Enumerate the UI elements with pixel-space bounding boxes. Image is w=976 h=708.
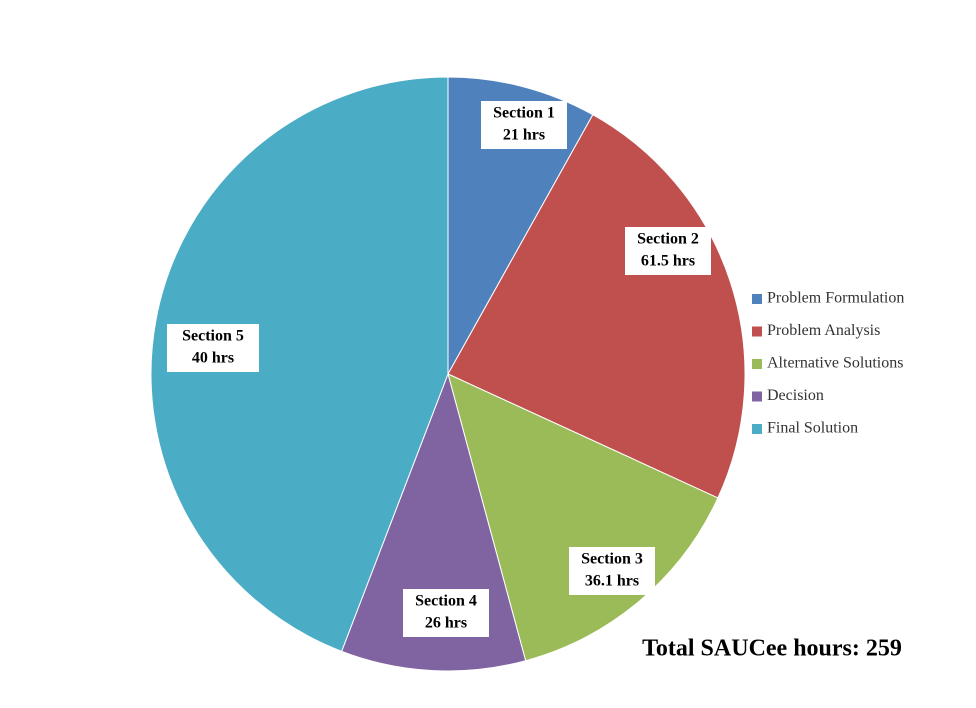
legend-label: Final Solution [767, 420, 858, 437]
slice-annotation: 36.1 hrs [585, 573, 639, 590]
slice-annotation: 26 hrs [425, 615, 467, 632]
slice-annotation: 61.5 hrs [641, 253, 695, 270]
legend-swatch [752, 424, 762, 434]
pie-slice [447, 114, 746, 499]
annotation-box [625, 227, 711, 275]
total-annotation: Total SAUCee hours: 259 [642, 636, 902, 662]
legend-swatch [752, 294, 762, 304]
slice-annotation: Section 5 [182, 328, 244, 345]
slice-annotation: Section 4 [415, 593, 477, 610]
legend-label: Alternative Solutions [767, 355, 903, 372]
slice-annotation: Section 2 [637, 231, 699, 248]
annotation-box [403, 589, 489, 637]
slice-annotation: 21 hrs [503, 127, 545, 144]
legend-label: Decision [767, 387, 824, 404]
legend-label: Problem Formulation [767, 290, 904, 307]
slice-annotation: Section 3 [581, 551, 643, 568]
slice-annotation: 40 hrs [192, 350, 234, 367]
legend-swatch [752, 391, 762, 402]
legend-label: Problem Analysis [767, 322, 880, 339]
pie-slice [150, 76, 449, 652]
pie-slice [447, 76, 594, 376]
slice-annotation: Section 1 [493, 105, 555, 122]
annotation-box [167, 324, 259, 372]
annotation-box [481, 101, 567, 149]
legend-swatch [752, 326, 762, 337]
annotation-box [569, 547, 655, 595]
legend-swatch [752, 359, 762, 369]
